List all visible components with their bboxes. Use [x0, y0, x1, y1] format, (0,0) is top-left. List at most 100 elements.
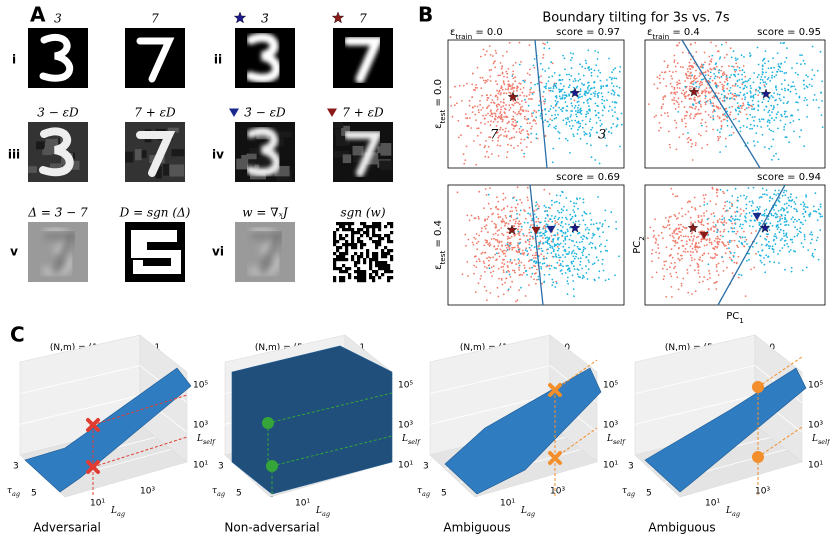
- pixel: [357, 276, 361, 280]
- point-marker: [266, 460, 278, 472]
- scatter-point: [480, 121, 482, 124]
- scatter-point: [775, 113, 778, 116]
- scatter-point: [512, 73, 514, 76]
- pixel: [333, 267, 337, 271]
- scatter-point: [595, 222, 598, 225]
- scatter-point: [462, 153, 465, 156]
- scatter-point: [539, 242, 542, 244]
- scatter-point: [502, 192, 505, 195]
- pixel: [372, 258, 376, 262]
- scatter-point: [534, 120, 537, 122]
- scatter-point: [558, 90, 561, 93]
- pixel: [348, 225, 352, 229]
- digit-image: [125, 222, 185, 282]
- noise-patch: [43, 147, 57, 155]
- scatter-point: [745, 113, 748, 116]
- scatter-point: [510, 88, 513, 90]
- pixel: [381, 252, 385, 256]
- scatter-point: [495, 115, 497, 118]
- scatter-point: [553, 117, 556, 120]
- decision-boundary: [529, 184, 544, 306]
- pixel: [360, 252, 364, 256]
- scatter-point: [784, 123, 787, 126]
- scatter-point: [819, 215, 822, 218]
- pixel: [378, 228, 382, 232]
- scatter-point: [689, 216, 692, 219]
- scatter-point: [577, 79, 580, 82]
- scatter-point: [575, 202, 578, 205]
- scatter-point: [523, 155, 525, 158]
- scatter-point: [601, 98, 603, 101]
- scatter-point: [487, 264, 490, 267]
- scatter-point: [559, 89, 562, 91]
- scatter-point: [586, 227, 589, 229]
- scatter-point: [722, 260, 725, 263]
- scatter-point: [582, 219, 585, 222]
- scatter-point: [774, 216, 777, 219]
- scatter-point: [500, 87, 502, 90]
- scatter-point: [469, 117, 471, 119]
- scatter-point: [700, 66, 703, 68]
- scatter-point: [680, 92, 683, 95]
- scatter-point: [477, 215, 480, 218]
- scatter-point: [554, 215, 557, 218]
- scatter-point: [673, 61, 676, 63]
- scatter-point: [559, 256, 562, 259]
- scatter-point: [726, 53, 728, 56]
- scatter-point: [603, 133, 605, 135]
- scatter-point: [714, 75, 717, 78]
- scatter-point: [694, 269, 696, 272]
- scatter-point: [722, 230, 725, 233]
- scatter-point: [614, 67, 617, 70]
- scatter-point: [668, 70, 671, 73]
- scatter-point: [728, 256, 731, 259]
- scatter-point: [689, 254, 692, 257]
- scatter-point: [481, 251, 484, 254]
- scatter-point: [777, 210, 780, 212]
- scatter-point: [708, 272, 711, 275]
- scatter-point: [808, 214, 810, 216]
- scatter-point: [688, 106, 691, 108]
- x-label: Lag: [110, 506, 125, 519]
- scatter-point: [496, 105, 498, 108]
- scatter-point: [669, 82, 672, 85]
- scatter-point: [657, 247, 660, 250]
- scatter-point: [726, 189, 729, 192]
- noise-patch: [137, 150, 147, 158]
- scatter-point: [618, 70, 621, 73]
- scatter-point: [700, 73, 702, 76]
- pixel: [390, 270, 394, 274]
- scatter-point: [750, 87, 752, 90]
- scatter-point: [568, 120, 571, 123]
- scatter-point: [530, 249, 532, 251]
- scatter-point: [525, 247, 527, 250]
- scatter-point: [549, 108, 552, 110]
- scatter-point: [706, 203, 709, 205]
- scatter-point: [544, 119, 547, 122]
- scatter-point: [502, 234, 505, 237]
- scatter-point: [542, 53, 545, 56]
- train-label-part: ε: [450, 27, 455, 38]
- scatter-point: [516, 98, 519, 100]
- scatter-point: [520, 228, 523, 231]
- scatter-point: [544, 100, 546, 103]
- scatter-point: [721, 256, 724, 259]
- scatter-point: [695, 85, 698, 88]
- scatter-point: [720, 75, 723, 78]
- scatter-point: [515, 131, 518, 133]
- scatter-point: [547, 220, 550, 223]
- scatter-point: [539, 115, 542, 117]
- scatter-point: [768, 260, 771, 263]
- scatter-point: [719, 230, 722, 233]
- scatter-point: [590, 223, 592, 226]
- scatter-point: [732, 65, 735, 68]
- pixel: [342, 243, 346, 247]
- panel-label: A: [30, 3, 46, 27]
- scatter-point: [543, 262, 546, 265]
- scatter-point: [664, 95, 666, 97]
- scatter-point: [768, 121, 771, 124]
- pixel: [378, 276, 382, 280]
- scatter-point: [690, 97, 692, 100]
- scatter-point: [490, 238, 493, 240]
- x-tick-label: 10¹: [500, 499, 515, 509]
